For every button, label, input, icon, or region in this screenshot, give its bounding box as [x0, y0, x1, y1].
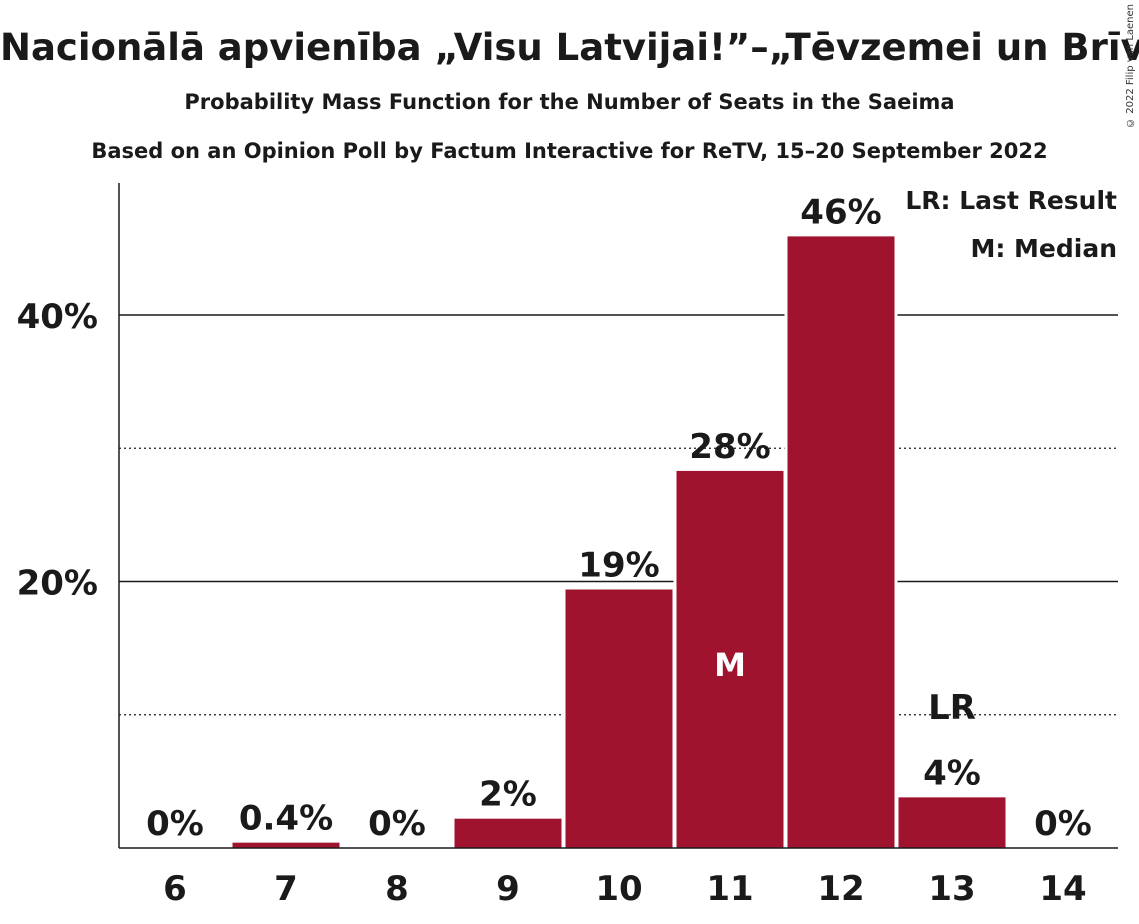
value-label: 2%	[479, 775, 537, 815]
chart-source: Based on an Opinion Poll by Factum Inter…	[91, 139, 1048, 163]
legend-median: M: Median	[970, 234, 1117, 263]
legend-last-result: LR: Last Result	[905, 186, 1117, 215]
value-label: 0%	[368, 804, 426, 844]
chart-subtitle: Probability Mass Function for the Number…	[184, 90, 955, 114]
x-tick-label: 10	[595, 869, 642, 909]
bar-seats-12	[787, 236, 895, 848]
value-label: 19%	[578, 545, 659, 585]
value-label: 28%	[689, 427, 770, 467]
x-tick-label: 9	[496, 869, 520, 909]
bar-seats-9	[454, 818, 562, 848]
y-tick-label: 20%	[17, 564, 98, 604]
bar-seats-13	[898, 797, 1006, 848]
value-label: 0%	[1034, 804, 1092, 844]
x-tick-label: 6	[163, 869, 187, 909]
value-label: 4%	[923, 753, 981, 793]
bar-seats-11	[676, 470, 784, 848]
bar-seats-7	[232, 842, 340, 848]
x-tick-label: 11	[706, 869, 753, 909]
value-label: 46%	[800, 192, 881, 232]
median-marker: M	[714, 646, 746, 684]
value-label: 0.4%	[239, 799, 333, 839]
last-result-marker: LR	[928, 688, 976, 728]
x-tick-label: 14	[1039, 869, 1086, 909]
x-tick-label: 7	[274, 869, 298, 909]
bar-seats-10	[565, 589, 673, 848]
x-tick-label: 8	[385, 869, 409, 909]
value-label: 0%	[146, 804, 204, 844]
x-tick-label: 12	[817, 869, 864, 909]
chart-title: Nacionālā apvienība „Visu Latvijai!”–„Tē…	[0, 26, 1139, 69]
x-tick-label: 13	[928, 869, 975, 909]
y-tick-label: 40%	[17, 297, 98, 337]
